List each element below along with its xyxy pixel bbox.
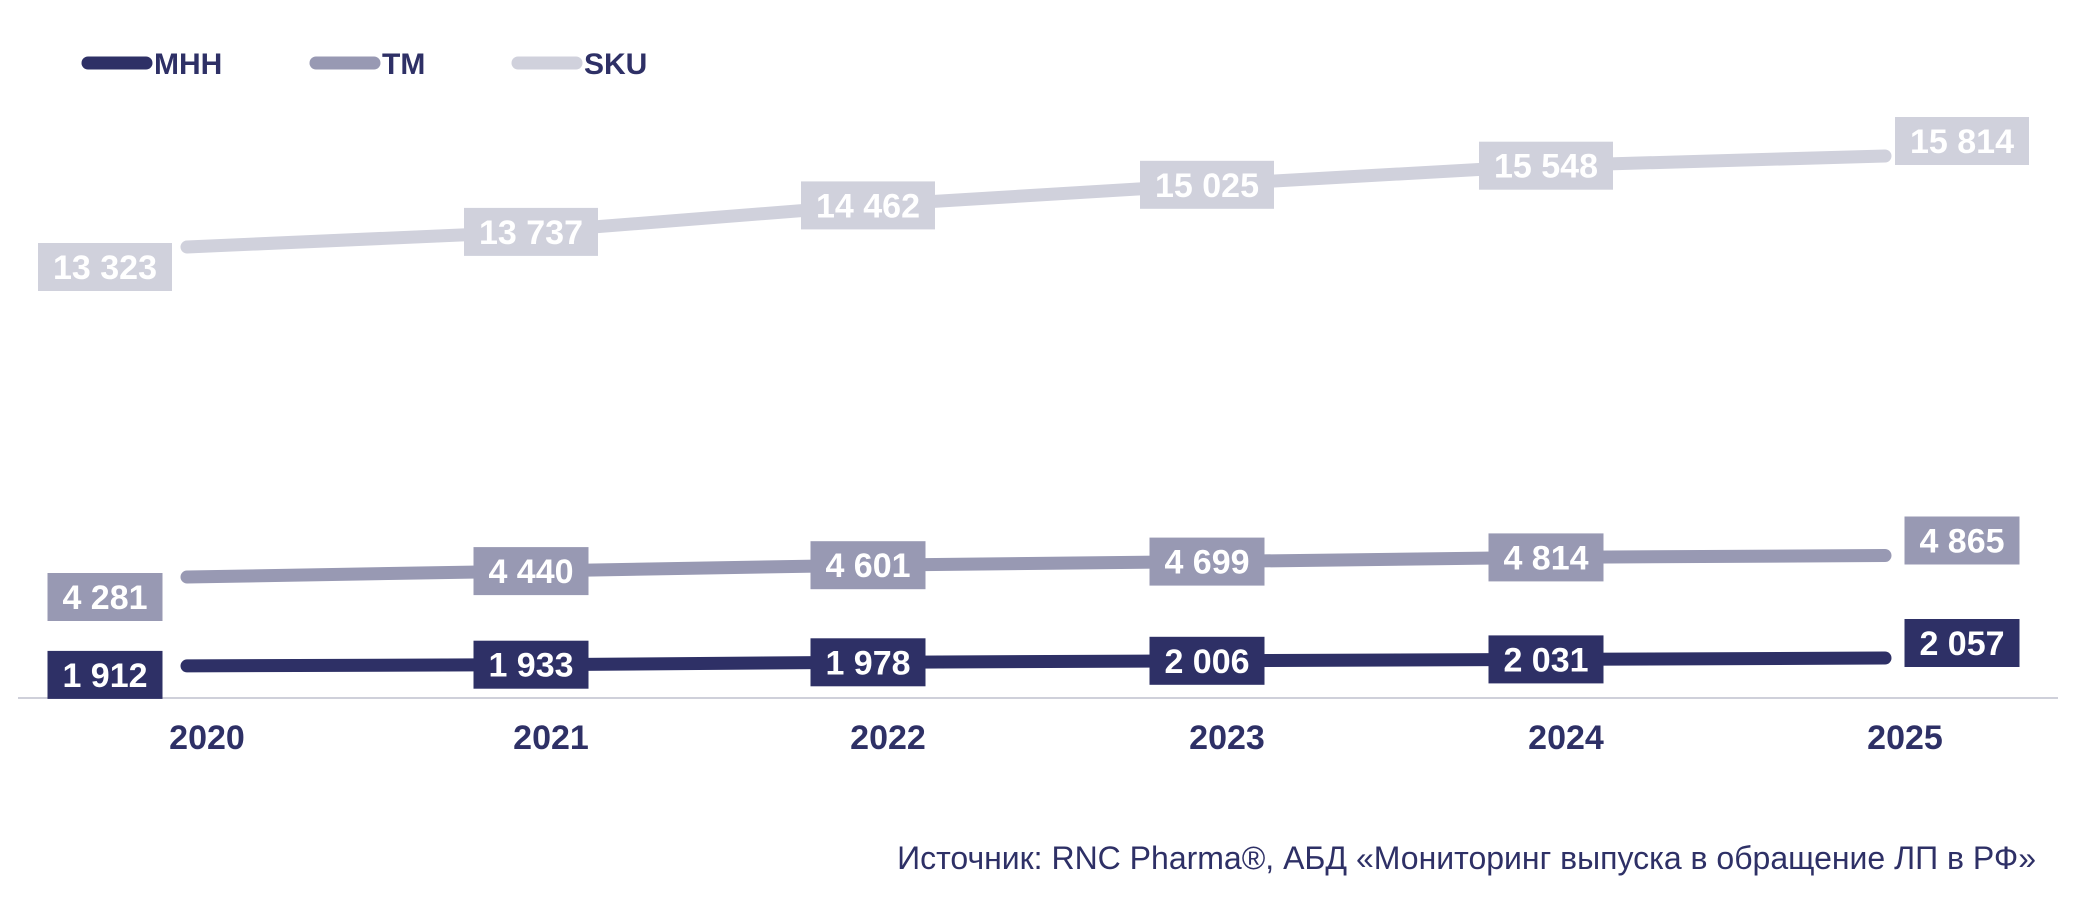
legend-label: МНН <box>154 48 222 81</box>
x-axis-ticks: 2020 2021 2022 2023 2024 2025 <box>169 719 1943 757</box>
x-tick-label: 2021 <box>513 719 589 757</box>
data-label-box <box>38 243 172 291</box>
data-label: 15 814 <box>1910 123 2014 161</box>
data-label: 2 057 <box>1919 625 2004 663</box>
series-lines <box>180 149 1892 673</box>
data-label: 2 031 <box>1503 641 1588 679</box>
data-label-box <box>810 638 926 687</box>
data-label: 13 737 <box>479 214 583 252</box>
data-label: 15 548 <box>1494 148 1598 186</box>
x-tick-label: 2022 <box>850 719 926 757</box>
legend-label: ТМ <box>382 48 425 81</box>
data-label: 15 025 <box>1155 167 1259 205</box>
data-label: 4 865 <box>1919 523 2004 561</box>
data-label-box <box>1149 636 1265 685</box>
series-line <box>180 549 1892 584</box>
data-label-box <box>1488 533 1604 582</box>
data-label-box <box>1904 516 2020 565</box>
data-label: 2 006 <box>1164 643 1249 681</box>
data-label-box <box>47 573 163 621</box>
source-note: Источник: RNC Pharma®, АБД «Мониторинг в… <box>897 840 2036 876</box>
x-tick-label: 2024 <box>1528 719 1604 757</box>
data-label: 4 281 <box>62 579 147 617</box>
data-label: 4 699 <box>1164 544 1249 582</box>
x-tick-label: 2020 <box>169 719 245 757</box>
x-tick-label: 2023 <box>1189 719 1265 757</box>
x-tick-label: 2025 <box>1867 719 1943 757</box>
data-label-box <box>1479 141 1613 190</box>
data-label: 14 462 <box>816 187 920 225</box>
series-line <box>180 149 1892 254</box>
data-label-box <box>473 640 589 689</box>
data-label-box <box>473 547 589 596</box>
data-label: 1 978 <box>825 644 910 682</box>
series-line <box>180 651 1892 673</box>
data-label: 4 440 <box>488 553 573 591</box>
legend-label: SKU <box>584 48 647 81</box>
data-label-box <box>1140 160 1274 209</box>
data-label: 4 601 <box>825 547 910 585</box>
chart-legend: МНН ТМ SKU <box>81 48 647 81</box>
data-label-box <box>810 541 926 590</box>
data-label-box <box>1149 537 1265 586</box>
data-label: 1 933 <box>488 647 573 685</box>
data-label-box <box>1904 619 2020 667</box>
data-label-box <box>801 181 935 230</box>
data-label-box <box>47 650 163 699</box>
data-labels: 1 912 1 933 1 978 2 006 2 031 2 057 4 281 4 440… <box>38 117 2029 699</box>
data-label-box <box>1895 117 2029 165</box>
data-label: 1 912 <box>62 657 147 695</box>
data-label: 13 323 <box>53 249 157 287</box>
data-label-box <box>464 207 598 256</box>
data-label: 4 814 <box>1503 539 1588 577</box>
data-label-box <box>1488 635 1604 684</box>
